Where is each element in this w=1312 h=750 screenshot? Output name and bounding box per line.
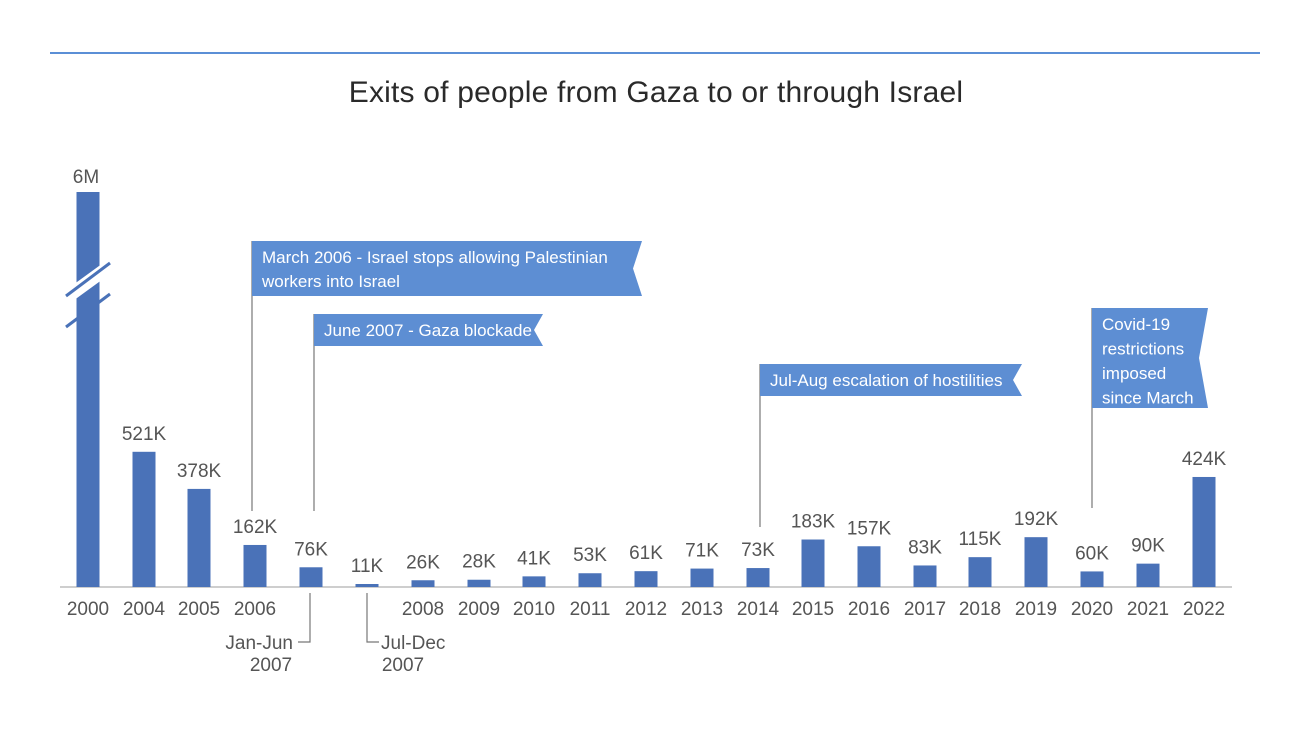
data-label: 61K	[629, 543, 663, 564]
sub-tick-connector	[298, 593, 311, 643]
bar-2013	[690, 568, 714, 587]
data-label: 378K	[177, 461, 222, 482]
annotation-text: Covid-19	[1102, 315, 1170, 334]
data-label: 162K	[233, 517, 278, 538]
bar-2015	[801, 539, 825, 587]
tick-label: 2012	[625, 599, 667, 620]
data-label: 60K	[1075, 543, 1109, 564]
top-rule	[50, 52, 1260, 54]
data-label: 83K	[908, 537, 942, 558]
bar-2019	[1024, 537, 1048, 587]
tick-label: 2014	[737, 599, 780, 620]
data-label: 183K	[791, 512, 836, 533]
bar-2014	[746, 568, 770, 587]
annotation-banner	[760, 364, 1022, 396]
sub-tick-connector	[366, 593, 379, 643]
tick-label: 2011	[570, 599, 611, 620]
data-label: 11K	[351, 556, 384, 577]
data-label: 53K	[573, 545, 607, 566]
data-label: 192K	[1014, 509, 1059, 530]
bar-2017	[913, 565, 937, 587]
bar-jan-jun-2007	[299, 567, 323, 587]
annotation-text: since March	[1102, 389, 1194, 408]
axis-break-mark	[65, 292, 111, 329]
tick-label: 2005	[178, 599, 220, 620]
bar-2020	[1080, 571, 1104, 587]
data-label: 157K	[847, 518, 892, 539]
bar-2006	[243, 544, 267, 587]
annotation-text: imposed	[1102, 364, 1166, 383]
tick-label: 2015	[792, 599, 834, 620]
annotation-text: Jul-Aug escalation of hostilities	[770, 371, 1002, 390]
tick-label: 2017	[904, 599, 946, 620]
data-label: 76K	[294, 539, 328, 560]
bar-2008	[411, 580, 435, 587]
data-label: 90K	[1131, 536, 1165, 557]
data-label: 73K	[741, 540, 775, 561]
annotation-text: restrictions	[1102, 340, 1184, 359]
data-label: 71K	[685, 541, 719, 562]
annotation-text: March 2006 - Israel stops allowing Pales…	[262, 248, 608, 267]
annotation-banner	[314, 314, 543, 346]
sub-tick-label: Jul-Dec	[381, 633, 445, 654]
tick-label: 2020	[1071, 599, 1113, 620]
tick-label: 2013	[681, 599, 723, 620]
tick-label: 2000	[67, 599, 109, 620]
data-label: 6M	[73, 167, 99, 188]
annotation-banner	[252, 241, 642, 296]
annotation-banner	[1092, 308, 1208, 408]
bar-2018	[968, 557, 992, 587]
bar-2004	[132, 451, 156, 587]
bar-2011	[578, 573, 602, 587]
tick-label: 2018	[959, 599, 1001, 620]
tick-label: 2021	[1127, 599, 1169, 620]
sub-tick-label: Jan-Jun	[225, 633, 293, 654]
data-label: 41K	[517, 548, 551, 569]
data-label: 115K	[959, 529, 1002, 550]
bar-2000	[76, 192, 100, 587]
tick-label: 2006	[234, 599, 276, 620]
chart-title: Exits of people from Gaza to or through …	[348, 76, 964, 109]
tick-label: 2010	[513, 599, 555, 620]
bar-2021	[1136, 563, 1160, 587]
tick-label: 2004	[123, 599, 166, 620]
data-label: 424K	[1182, 449, 1227, 470]
bar-jul-dec-2007	[355, 584, 379, 587]
tick-label: 2022	[1183, 599, 1225, 620]
data-label: 28K	[462, 552, 496, 573]
tick-label: 2009	[458, 599, 500, 620]
bar-2016	[857, 546, 881, 587]
bar-2005	[187, 488, 211, 587]
tick-label: 2019	[1015, 599, 1057, 620]
bar-2010	[522, 576, 546, 587]
sub-tick-label: 2007	[250, 655, 292, 676]
annotation-text: June 2007 - Gaza blockade	[324, 321, 532, 340]
annotation-text: workers into Israel	[261, 272, 400, 291]
data-label: 26K	[406, 552, 440, 573]
bar-2009	[467, 579, 491, 587]
axis-break-mark	[65, 261, 111, 298]
bar-2012	[634, 571, 658, 587]
data-label: 521K	[122, 424, 167, 445]
sub-tick-label: 2007	[382, 655, 424, 676]
tick-label: 2008	[402, 599, 444, 620]
bar-2022	[1192, 476, 1216, 587]
tick-label: 2016	[848, 599, 890, 620]
